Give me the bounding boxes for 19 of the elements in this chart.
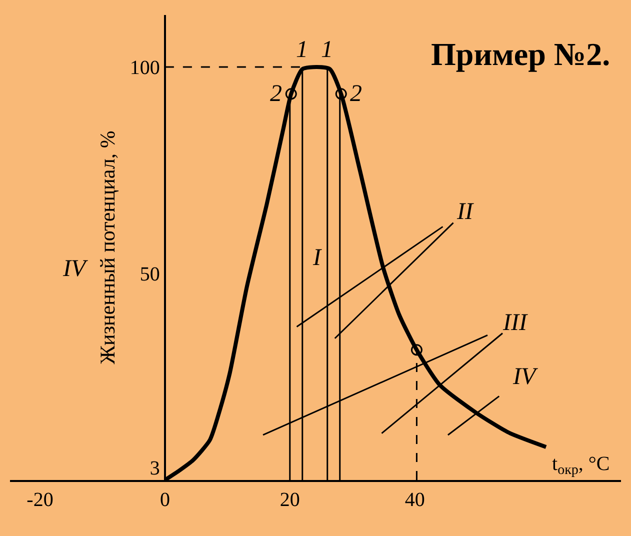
y-tick-label: 100 (130, 57, 160, 80)
x-tick-label: 20 (280, 489, 300, 511)
annotation: II (456, 199, 474, 225)
y-axis-title: Жизненный потенциал, % (96, 130, 120, 364)
y-tick-label: 3 (150, 458, 160, 480)
annotation: I (312, 245, 322, 271)
x-tick-label: 40 (404, 489, 425, 511)
annotation: 1 (296, 37, 308, 63)
x-axis-title: t$_{окр}$, °C (552, 453, 610, 478)
annotation: IV (512, 364, 538, 390)
y-tick-label: 50 (140, 264, 160, 286)
x-tick-label: 0 (160, 489, 170, 511)
x-tick-label: -20 (26, 489, 54, 511)
annotation: IV (62, 256, 88, 282)
text: Пример №2. (431, 36, 610, 72)
annotation: 2 (270, 81, 282, 107)
annotation: III (502, 310, 528, 336)
annotation: 1 (321, 37, 333, 63)
annotation: 2 (350, 81, 362, 107)
